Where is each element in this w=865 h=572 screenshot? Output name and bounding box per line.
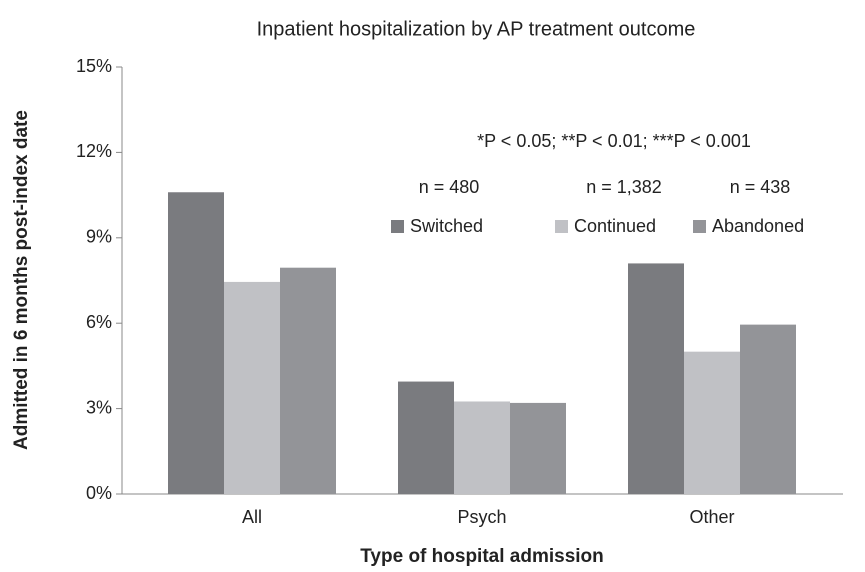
bar bbox=[510, 402, 566, 494]
bar bbox=[628, 263, 684, 494]
legend-swatch bbox=[693, 220, 706, 233]
y-tick-label: 6% bbox=[86, 312, 112, 332]
y-tick-label: 9% bbox=[86, 227, 112, 247]
annotation: *P < 0.05; **P < 0.01; ***P < 0.001 bbox=[477, 131, 751, 151]
y-axis-label: Admitted in 6 months post-index date bbox=[11, 110, 32, 450]
x-tick-label: Psych bbox=[457, 507, 506, 527]
bar bbox=[454, 401, 510, 494]
x-tick-label: All bbox=[242, 507, 262, 527]
y-tick-label: 3% bbox=[86, 397, 112, 417]
x-tick-label: Other bbox=[689, 507, 734, 527]
n-label: n = 480 bbox=[419, 177, 480, 197]
legend-label: Abandoned bbox=[712, 216, 804, 236]
bar bbox=[224, 281, 280, 494]
n-label: n = 438 bbox=[730, 177, 791, 197]
legend-label: Switched bbox=[410, 216, 483, 236]
legend-label: Continued bbox=[574, 216, 656, 236]
bar bbox=[684, 351, 740, 494]
bar bbox=[398, 381, 454, 494]
x-axis-label: Type of hospital admission bbox=[360, 546, 604, 567]
n-label: n = 1,382 bbox=[586, 177, 662, 197]
legend-swatch bbox=[555, 220, 568, 233]
bar bbox=[280, 267, 336, 494]
legend-swatch bbox=[391, 220, 404, 233]
y-tick-label: 15% bbox=[76, 56, 112, 76]
bar bbox=[740, 324, 796, 494]
y-tick-label: 0% bbox=[86, 483, 112, 503]
bar bbox=[168, 192, 224, 494]
y-tick-label: 12% bbox=[76, 141, 112, 161]
chart-title: Inpatient hospitalization by AP treatmen… bbox=[257, 18, 696, 40]
